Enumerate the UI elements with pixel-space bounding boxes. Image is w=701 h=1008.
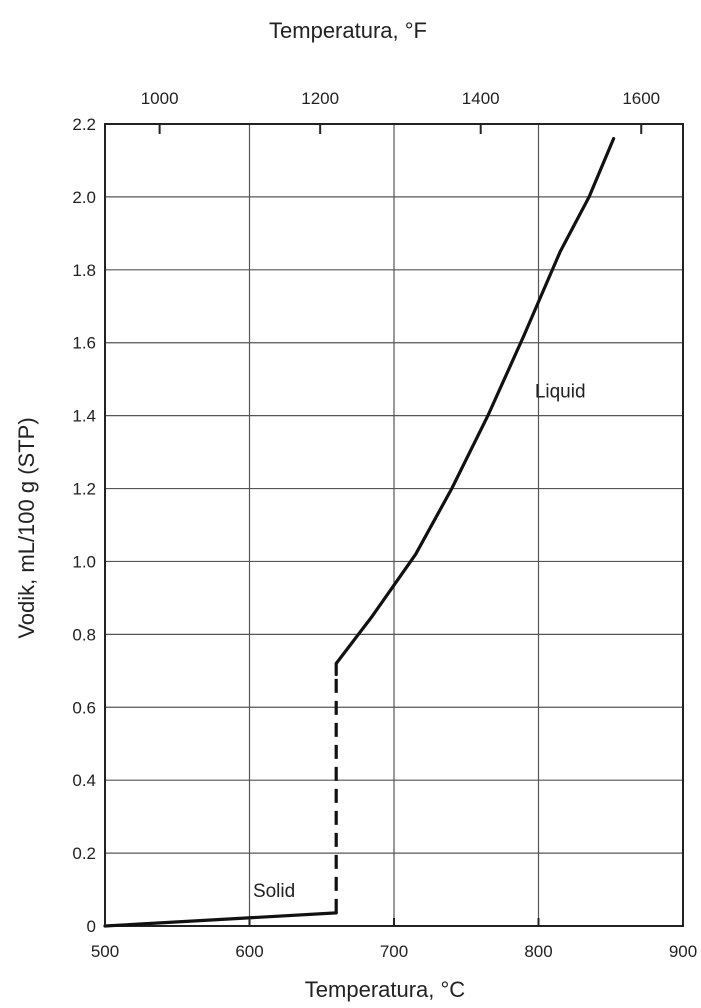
y-tick-label: 1.8 [72, 261, 96, 280]
series-layer: Solid Liquid [103, 137, 616, 928]
y-tick-label: 2.2 [72, 115, 96, 134]
x2-tick-label: 1400 [462, 89, 500, 108]
x-tick-label: 800 [524, 942, 552, 961]
series-line-liquid [334, 137, 616, 677]
y-axis-title: Vodik, mL/100 g (STP) [14, 417, 39, 638]
x2-tick-label: 1200 [301, 89, 339, 108]
x-tick-label: 700 [380, 942, 408, 961]
ticks-layer: 0 0.2 0.4 0.6 0.8 1.0 1.2 1.4 1.6 1.8 2.0 2.2 500 600… [72, 89, 697, 961]
x-tick-label: 600 [235, 942, 263, 961]
x-axis-title: Temperatura, °C [305, 977, 466, 1002]
annotation-liquid: Liquid [535, 381, 586, 402]
x2-axis-title: Temperatura, °F [269, 18, 427, 43]
y-tick-label: 1.4 [72, 407, 96, 426]
y-tick-label: 0.4 [72, 771, 96, 790]
y-tick-label: 0.8 [72, 625, 96, 644]
y-tick-label: 1.2 [72, 480, 96, 499]
series-line-solid [103, 911, 338, 928]
annotation-solid: Solid [253, 881, 295, 902]
x2-tick-label: 1000 [141, 89, 179, 108]
y-tick-label: 2.0 [72, 188, 96, 207]
y-tick-label: 0 [87, 917, 96, 936]
y-tick-label: 0.2 [72, 844, 96, 863]
x-tick-label: 900 [669, 942, 697, 961]
y-tick-label: 0.6 [72, 698, 96, 717]
x2-tick-label: 1600 [622, 89, 660, 108]
x-tick-label: 500 [91, 942, 119, 961]
grid-lines [104, 123, 684, 927]
y-tick-label: 1.6 [72, 334, 96, 353]
y-tick-label: 1.0 [72, 552, 96, 571]
